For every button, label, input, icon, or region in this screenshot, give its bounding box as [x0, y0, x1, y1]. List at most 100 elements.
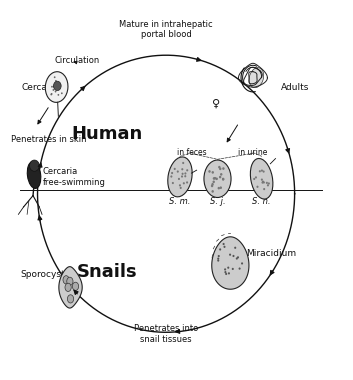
Polygon shape [59, 267, 82, 308]
Ellipse shape [213, 177, 215, 180]
Ellipse shape [218, 166, 221, 168]
Ellipse shape [222, 243, 225, 245]
Ellipse shape [217, 187, 220, 190]
Polygon shape [212, 237, 249, 289]
Ellipse shape [262, 180, 264, 183]
Ellipse shape [54, 76, 55, 78]
Ellipse shape [222, 167, 225, 170]
Text: S. m.: S. m. [169, 198, 191, 206]
Ellipse shape [263, 188, 265, 190]
Ellipse shape [256, 186, 258, 188]
Ellipse shape [57, 82, 59, 84]
Ellipse shape [222, 178, 225, 180]
Ellipse shape [253, 178, 255, 180]
Ellipse shape [177, 170, 179, 173]
Ellipse shape [228, 272, 230, 274]
Ellipse shape [183, 182, 185, 184]
Ellipse shape [55, 80, 57, 82]
Ellipse shape [219, 168, 221, 170]
Text: Penetrates in skin: Penetrates in skin [11, 135, 87, 144]
Ellipse shape [225, 271, 227, 273]
Text: Snails: Snails [77, 263, 137, 281]
Ellipse shape [239, 268, 241, 270]
Ellipse shape [266, 182, 268, 184]
Ellipse shape [51, 93, 53, 95]
Ellipse shape [65, 283, 71, 291]
Ellipse shape [214, 177, 216, 179]
Ellipse shape [181, 175, 183, 177]
Ellipse shape [232, 268, 234, 270]
Ellipse shape [184, 172, 186, 174]
Ellipse shape [261, 179, 263, 181]
Text: ♀: ♀ [213, 99, 221, 109]
Ellipse shape [208, 170, 211, 173]
Ellipse shape [255, 176, 257, 179]
Ellipse shape [268, 182, 270, 185]
Ellipse shape [217, 260, 219, 262]
Ellipse shape [67, 277, 73, 285]
Ellipse shape [236, 257, 238, 260]
Ellipse shape [211, 190, 214, 193]
Ellipse shape [55, 90, 56, 92]
Text: Mature in intrahepatic
portal blood: Mature in intrahepatic portal blood [119, 20, 213, 39]
Ellipse shape [171, 172, 173, 174]
Ellipse shape [168, 157, 192, 197]
Ellipse shape [222, 178, 225, 180]
Ellipse shape [213, 180, 215, 183]
Ellipse shape [63, 276, 69, 284]
Ellipse shape [220, 187, 222, 189]
Ellipse shape [215, 177, 218, 180]
Text: Penetrates into
snail tissues: Penetrates into snail tissues [134, 325, 198, 344]
Ellipse shape [181, 168, 183, 170]
Text: Sporocyst: Sporocyst [20, 270, 65, 279]
Ellipse shape [180, 187, 182, 189]
Text: Human: Human [71, 125, 143, 143]
Ellipse shape [211, 185, 213, 187]
Ellipse shape [170, 176, 172, 177]
Ellipse shape [219, 176, 221, 178]
Ellipse shape [249, 68, 264, 88]
Ellipse shape [67, 295, 74, 303]
Ellipse shape [223, 246, 226, 248]
Ellipse shape [234, 247, 236, 249]
Text: Cercaria
free-swimming: Cercaria free-swimming [43, 167, 106, 187]
Ellipse shape [53, 89, 54, 91]
Ellipse shape [267, 184, 269, 187]
Ellipse shape [172, 182, 174, 184]
Ellipse shape [263, 181, 265, 184]
Ellipse shape [53, 86, 54, 87]
Ellipse shape [225, 273, 227, 275]
Ellipse shape [179, 184, 181, 187]
Text: Miracidium: Miracidium [246, 249, 296, 258]
Text: in urine: in urine [238, 148, 268, 157]
Ellipse shape [263, 170, 265, 173]
Ellipse shape [217, 258, 219, 260]
Ellipse shape [250, 158, 273, 199]
Text: S. j.: S. j. [210, 198, 225, 206]
Ellipse shape [27, 162, 41, 188]
Ellipse shape [241, 262, 243, 264]
Ellipse shape [262, 181, 264, 184]
Text: Adults: Adults [281, 82, 309, 92]
Text: S. h.: S. h. [252, 198, 271, 206]
Ellipse shape [219, 248, 221, 250]
Ellipse shape [54, 81, 61, 90]
Ellipse shape [58, 94, 59, 96]
Ellipse shape [211, 183, 214, 185]
Ellipse shape [72, 282, 79, 290]
Ellipse shape [211, 171, 214, 174]
Ellipse shape [50, 93, 52, 95]
Ellipse shape [229, 253, 231, 256]
Ellipse shape [51, 86, 53, 88]
Ellipse shape [184, 175, 186, 177]
Ellipse shape [59, 84, 61, 86]
Ellipse shape [182, 162, 184, 164]
Ellipse shape [174, 168, 176, 170]
Ellipse shape [45, 72, 68, 102]
Ellipse shape [218, 255, 220, 257]
Ellipse shape [220, 173, 222, 176]
Ellipse shape [186, 181, 188, 184]
Ellipse shape [259, 170, 261, 173]
Ellipse shape [186, 169, 188, 171]
Text: Circulation: Circulation [55, 56, 100, 65]
